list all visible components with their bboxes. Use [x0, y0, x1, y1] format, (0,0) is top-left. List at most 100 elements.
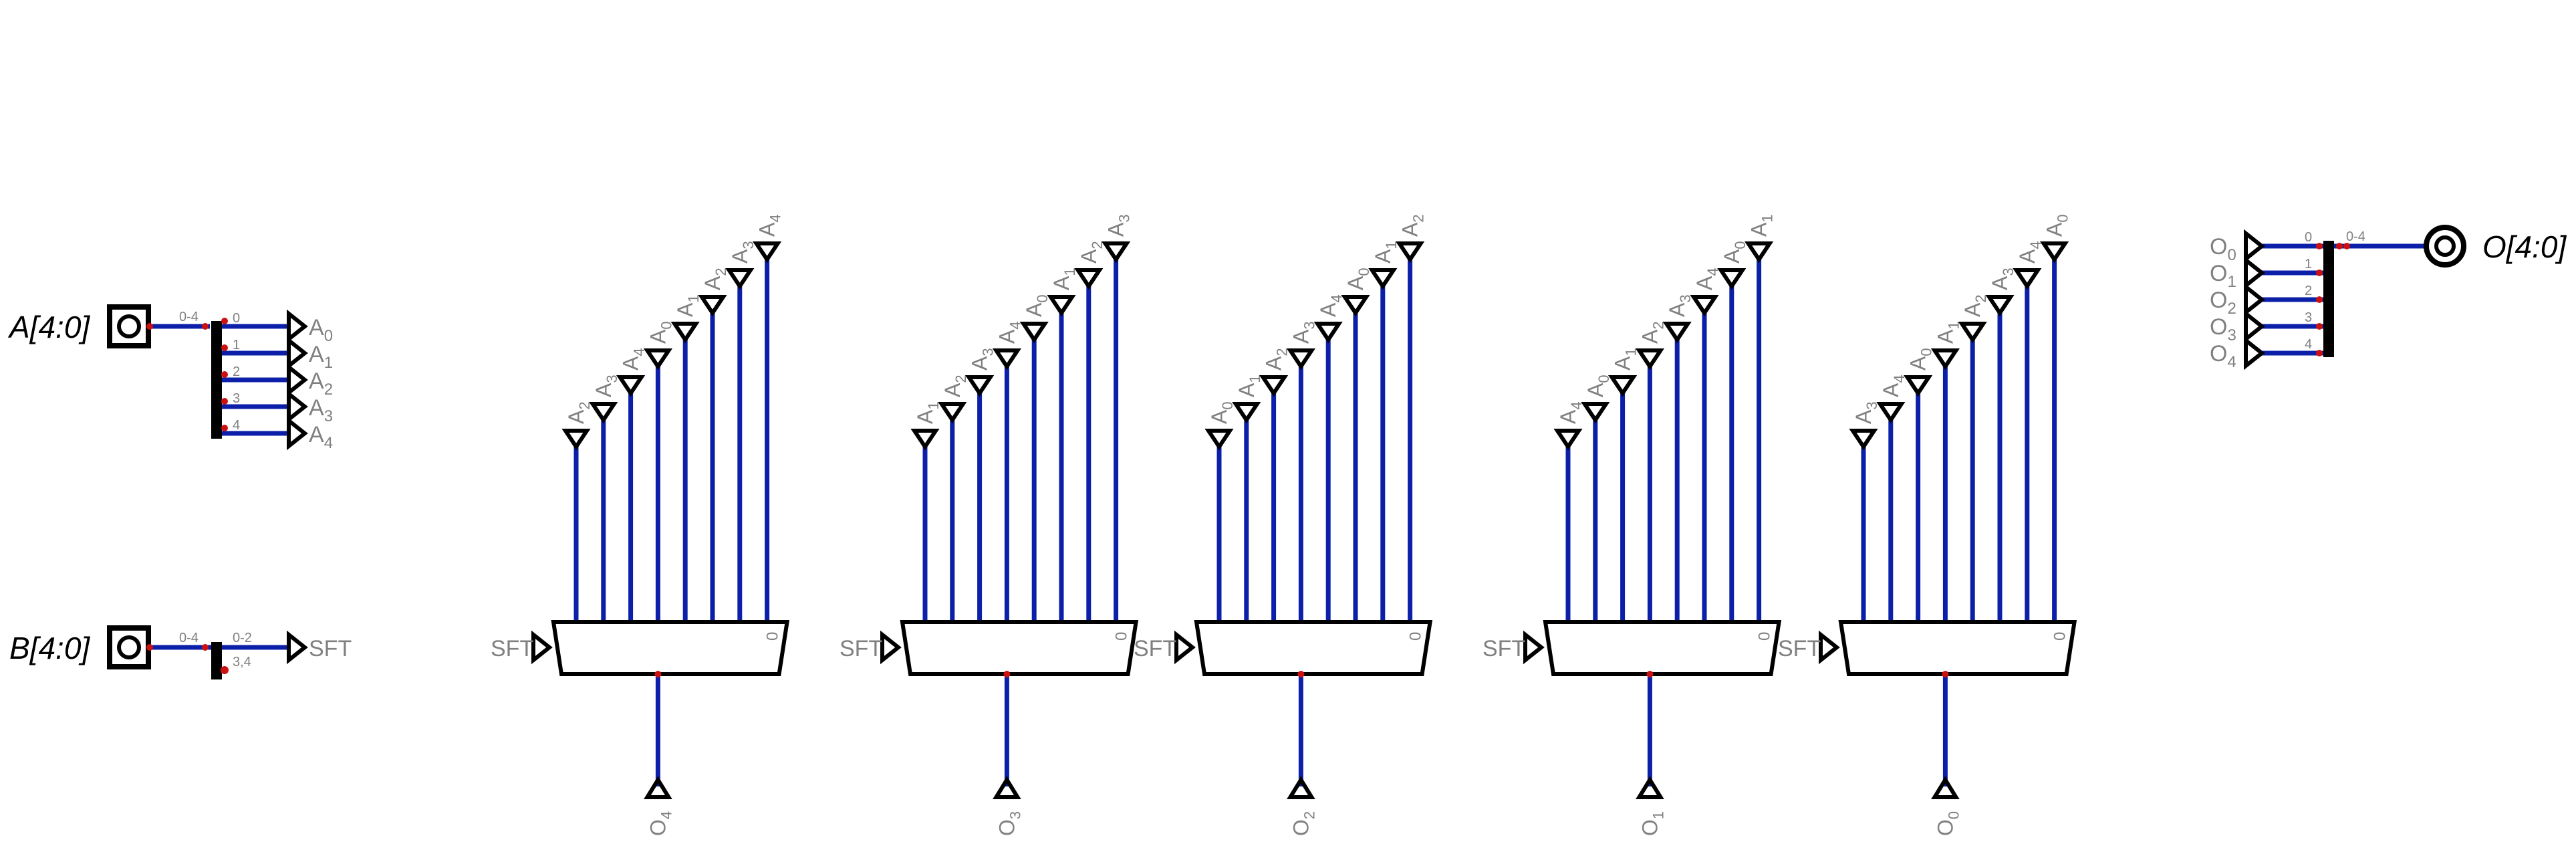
connection-dot: [146, 323, 153, 330]
mux-input-tunnel: [1395, 241, 1425, 263]
splitter-b-range: 0-4: [179, 631, 199, 645]
mux-select-tunnel: [531, 630, 553, 665]
mux-input-label: A4: [1879, 375, 1908, 397]
splitter-o-bit-label: 4: [2305, 337, 2312, 352]
mux-output-label: O0: [1933, 811, 1962, 836]
mux-input-tunnel: [1690, 295, 1719, 317]
connection-dot: [221, 371, 228, 378]
mux-array: A2A3A4A0A1A2A3A40SFTO4A1A2A3A4A0A1A2A30S…: [491, 214, 2077, 836]
mux-input-label: A1: [1747, 214, 1776, 237]
mux-input-label: A2: [1638, 321, 1666, 344]
splitter-a-fanout: 0 A0 1 A1 2 A2 3 A3 4 A4: [221, 309, 333, 452]
mux-input-label: A2: [1960, 294, 1989, 317]
output-pin[interactable]: [2424, 225, 2466, 268]
input-b-pin[interactable]: [107, 625, 151, 669]
mux-output-tunnel: [1931, 776, 1960, 799]
mux-input-tunnel: [1259, 375, 1289, 397]
mux-1: A2 A3 A4 A0 A1 A2 A3 A4 0 SFT O4: [491, 214, 790, 836]
mux-input-tunnel: [1930, 348, 1960, 371]
mux-input-label: A1: [1371, 241, 1400, 263]
mux-input-tunnel: [1553, 429, 1583, 451]
splitter-o-bit-label: 0: [2305, 230, 2312, 245]
mux-input-label: A1: [1611, 348, 1640, 371]
splitter-a-bit-label: 1: [233, 338, 240, 352]
connection-dot: [221, 666, 229, 674]
mux-input-label: A3: [1289, 321, 1317, 344]
mux-2: A1 A2 A3 A4 A0 A1 A2 A3 0 SFT O3: [840, 214, 1139, 836]
mux-input-label: A3: [1988, 268, 2017, 290]
mux-input-tunnel: [992, 348, 1022, 371]
mux-input-tunnel: [1985, 295, 2015, 317]
mux-input-label: A1: [913, 401, 942, 424]
a-tunnel-label: A2: [309, 368, 333, 399]
mux-5: A3 A4 A0 A1 A2 A3 A4 A0 0 SFT O0: [1778, 214, 2077, 836]
input-a-group: A[4:0] 0-4 0 A0 1 A1 2 A2 3 A3 4 A4: [7, 304, 333, 452]
output-bit-label: O2: [2210, 288, 2236, 318]
mux-input-tunnel: [1876, 402, 1906, 424]
mux-input-tunnel: [1717, 268, 1747, 290]
mux-input-tunnel: [1607, 375, 1638, 397]
splitter-b-bar: [211, 642, 222, 679]
a-tunnel-label: A3: [309, 395, 333, 425]
connection-dot: [1942, 671, 1949, 677]
mux-input-tunnel: [1204, 429, 1234, 451]
a-tunnel: [287, 362, 308, 397]
mux-input-label: A0: [1720, 241, 1749, 263]
splitter-a-bit-label: 0: [233, 311, 240, 326]
connection-dot: [1646, 671, 1654, 677]
mux-zero-label: 0: [1407, 632, 1425, 641]
mux-input-tunnel: [1101, 241, 1131, 263]
splitter-o-bit-label: 2: [2305, 284, 2312, 298]
mux-input-label: A4: [1556, 401, 1585, 424]
mux-zero-label: 0: [764, 632, 782, 641]
mux-input-tunnel: [938, 402, 967, 424]
mux-zero-label: 0: [1756, 632, 1774, 641]
mux-input-tunnel: [1903, 375, 1933, 397]
input-a-pin[interactable]: [107, 304, 151, 348]
mux-output-label: O3: [995, 811, 1023, 836]
connection-dot: [2316, 323, 2323, 330]
mux-output-label: O4: [646, 811, 674, 836]
input-b-label: B[4:0]: [9, 631, 90, 665]
mux-select-tunnel: [1174, 630, 1196, 665]
splitter-o-bit-label: 3: [2305, 310, 2312, 325]
a-tunnel: [287, 389, 308, 424]
mux-input-tunnel: [2039, 241, 2069, 263]
mux-input-label: A3: [1665, 294, 1694, 317]
mux-body: [551, 620, 790, 676]
a-tunnel: [287, 309, 308, 344]
splitter-b-bit-low: 0-2: [233, 631, 252, 645]
input-b-group: B[4:0] 0-4 0-2 3,4 SFT: [9, 625, 352, 679]
connection-dot: [221, 398, 228, 405]
output-bit-tunnel: [2244, 336, 2265, 371]
a-tunnel-label: A4: [309, 422, 333, 452]
mux-input-label: A1: [673, 294, 702, 317]
mux-select-tunnel: [880, 630, 902, 665]
connection-dot: [2316, 350, 2323, 356]
mux-body: [1194, 620, 1433, 676]
output-group: O0 0 O1 1 O2 2 O3 3 O4 4 0-4 O[4:0]: [2210, 225, 2567, 371]
mux-input-tunnel: [725, 268, 755, 290]
mux-input-tunnel: [910, 429, 940, 451]
mux-input-label: A0: [2043, 214, 2071, 237]
mux-input-tunnel: [1849, 429, 1878, 451]
mux-output-tunnel: [1287, 776, 1315, 799]
mux-input-label: A0: [1906, 348, 1935, 371]
mux-input-label: A0: [1343, 268, 1372, 290]
a-tunnel: [287, 336, 308, 371]
output-bit-tunnels: O0 0 O1 1 O2 2 O3 3 O4 4: [2210, 229, 2323, 371]
mux-input-tunnel: [589, 402, 618, 424]
mux-input-tunnel: [670, 322, 700, 344]
mux-input-label: A3: [1851, 401, 1880, 424]
a-tunnel: [287, 416, 308, 451]
a-tunnel-label: A1: [309, 342, 333, 372]
splitter-a-range: 0-4: [179, 310, 199, 324]
mux-input-label: A3: [968, 348, 997, 371]
mux-input-tunnel: [1047, 295, 1076, 317]
mux-input-tunnel: [1581, 402, 1610, 424]
output-bit-tunnel: [2244, 229, 2265, 263]
output-bit-tunnel: [2244, 282, 2265, 317]
splitter-a-bar: [211, 321, 222, 439]
connection-dot: [2336, 243, 2343, 249]
splitter-o-bit-label: 1: [2305, 257, 2312, 272]
